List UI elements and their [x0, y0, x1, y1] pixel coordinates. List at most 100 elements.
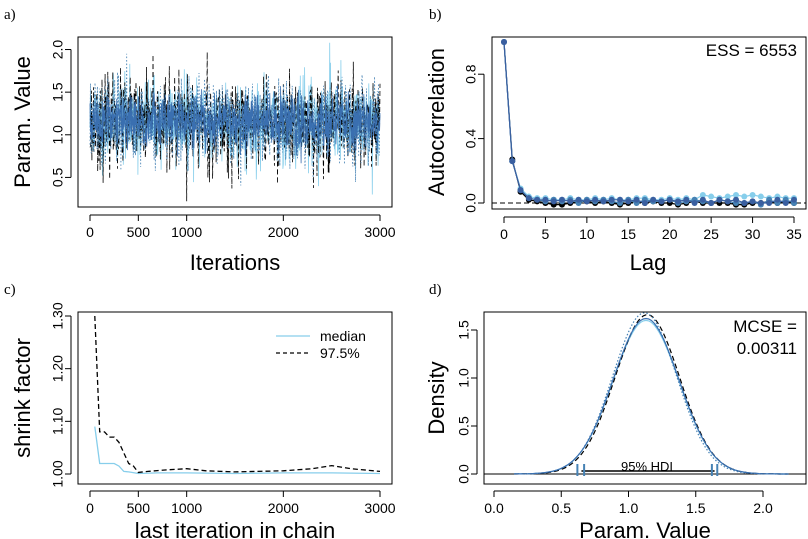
- density-series: [484, 312, 806, 475]
- acf-point: [550, 198, 557, 205]
- acf-point: [501, 39, 507, 45]
- acf-point: [509, 158, 516, 165]
- acf-point: [525, 195, 532, 202]
- shrink-y-tick-label: 1.10: [50, 407, 66, 434]
- acf-point: [741, 193, 748, 200]
- shrink-x-tick-label: 1000: [171, 500, 202, 516]
- acf-point: [782, 200, 789, 206]
- trace-y-tick-label: 0.5: [50, 167, 66, 187]
- trace-x-tick-label: 500: [127, 224, 151, 240]
- shrink-factor-series: [94, 315, 381, 475]
- panel-letter-a: a): [4, 7, 16, 23]
- autocorrelation-y-label: Autocorrelation: [424, 48, 449, 196]
- shrink-x-tick-label: 500: [127, 500, 151, 516]
- acf-point: [534, 196, 541, 203]
- autocorrelation-panel: b) 0 5 10 15 20 25 30 35 0.0 0.4 0.8 ESS = 6553 L…: [424, 7, 807, 275]
- trace-x-axis: 0 500 1000 2000 3000: [86, 214, 396, 240]
- density-x-tick-label: 1.0: [619, 500, 639, 516]
- density-panel: d) 0.0 0.5 1.0 1.5 2.0 0.00.51.01.5 95% HDI …: [424, 282, 807, 539]
- acf-series-2: [503, 41, 794, 201]
- shrink-x-tick-label: 3000: [364, 500, 395, 516]
- lag-x-tick-label: 5: [542, 226, 550, 242]
- density-y-label: Density: [424, 361, 449, 434]
- legend-975-label: 97.5%: [320, 345, 360, 361]
- autocorrelation-x-label: Lag: [630, 250, 667, 275]
- acf-point: [683, 196, 690, 203]
- acf-y-tick-label: 0.0: [463, 193, 479, 213]
- trace-plot-panel: a) 0 500 1000 2000 3000 0.5 1.0 1.5 2.0 Iterati…: [4, 7, 396, 275]
- autocorrelation-y-axis: 0.0 0.4 0.8: [463, 64, 485, 213]
- trace-series-4: [89, 85, 381, 164]
- acf-point: [708, 193, 715, 200]
- acf-point: [650, 196, 657, 203]
- trace-series-2: [89, 52, 381, 202]
- acf-point: [517, 187, 524, 194]
- acf-point: [733, 196, 739, 203]
- panel-letter-b: b): [429, 7, 442, 23]
- density-y-tick-label: 0.0: [456, 464, 472, 484]
- acf-point: [608, 196, 615, 203]
- shrink-y-tick-label: 1.00: [50, 460, 66, 487]
- acf-series-1: [503, 41, 795, 206]
- trace-lines: [89, 42, 381, 202]
- shrink-factor-frame: [77, 311, 393, 485]
- shrink-legend: median 97.5%: [276, 328, 366, 361]
- lag-x-axis: 0 5 10 15 20 25 30 35: [500, 216, 802, 242]
- acf-point: [733, 191, 739, 198]
- autocorrelation-series: [492, 39, 806, 208]
- shrink-x-tick-label: 0: [86, 500, 94, 516]
- lag-x-tick-label: 0: [500, 226, 508, 242]
- trace-y-tick-label: 1.0: [50, 125, 66, 145]
- acf-point: [774, 196, 781, 203]
- acf-point: [749, 198, 756, 205]
- trace-plot-frame: [77, 36, 393, 208]
- acf-point: [699, 191, 706, 198]
- acf-y-tick-label: 0.4: [463, 129, 479, 149]
- acf-point: [666, 196, 673, 203]
- acf-point: [583, 198, 590, 205]
- density-series-4: [514, 317, 789, 475]
- density-y-tick-label: 1.0: [456, 368, 472, 388]
- shrink-x-axis: 0 500 1000 2000 3000: [86, 490, 396, 516]
- panel-letter-c: c): [4, 282, 16, 298]
- density-y-axis: 0.0 0.5 1.0 1.5: [456, 320, 478, 484]
- density-x-label: Param. Value: [579, 518, 711, 539]
- shrink-y-axis: 1.00 1.10 1.20 1.30: [50, 302, 72, 488]
- shrink-series-median: [94, 426, 381, 475]
- autocorrelation-frame: [491, 36, 807, 210]
- acf-point: [749, 191, 756, 198]
- trace-y-label: Param. Value: [10, 56, 35, 188]
- lag-x-tick-label: 30: [745, 226, 761, 242]
- acf-point: [741, 200, 748, 206]
- acf-point: [724, 198, 731, 205]
- acf-point: [567, 198, 574, 205]
- density-x-tick-label: 0.0: [484, 500, 504, 516]
- shrink-y-tick-label: 1.30: [50, 302, 66, 329]
- acf-point: [757, 200, 764, 206]
- acf-series-4: [503, 41, 795, 204]
- acf-point: [575, 196, 582, 203]
- acf-point: [592, 196, 599, 203]
- trace-x-tick-label: 3000: [364, 224, 395, 240]
- acf-series-3: [503, 41, 795, 206]
- shrink-x-label: last iteration in chain: [135, 518, 336, 539]
- trace-y-axis: 0.5 1.0 1.5 2.0: [50, 40, 72, 187]
- mcse-annotation-value: 0.00311: [737, 339, 797, 358]
- ess-annotation: ESS = 6553: [706, 41, 797, 60]
- trace-x-tick-label: 2000: [268, 224, 299, 240]
- acf-point: [757, 193, 764, 200]
- lag-x-tick-label: 15: [620, 226, 636, 242]
- lag-x-tick-label: 10: [579, 226, 595, 242]
- density-x-tick-label: 2.0: [753, 500, 773, 516]
- acf-point: [641, 200, 648, 206]
- acf-point: [625, 198, 632, 205]
- trace-y-tick-label: 2.0: [50, 40, 66, 60]
- trace-x-tick-label: 1000: [171, 224, 202, 240]
- trace-x-tick-label: 0: [86, 224, 94, 240]
- density-y-tick-label: 0.5: [456, 416, 472, 436]
- lag-x-tick-label: 20: [662, 226, 678, 242]
- density-series-2: [514, 314, 789, 475]
- acf-point: [699, 196, 706, 203]
- mcse-annotation-label: MCSE =: [733, 317, 797, 336]
- trace-x-label: Iterations: [190, 250, 281, 275]
